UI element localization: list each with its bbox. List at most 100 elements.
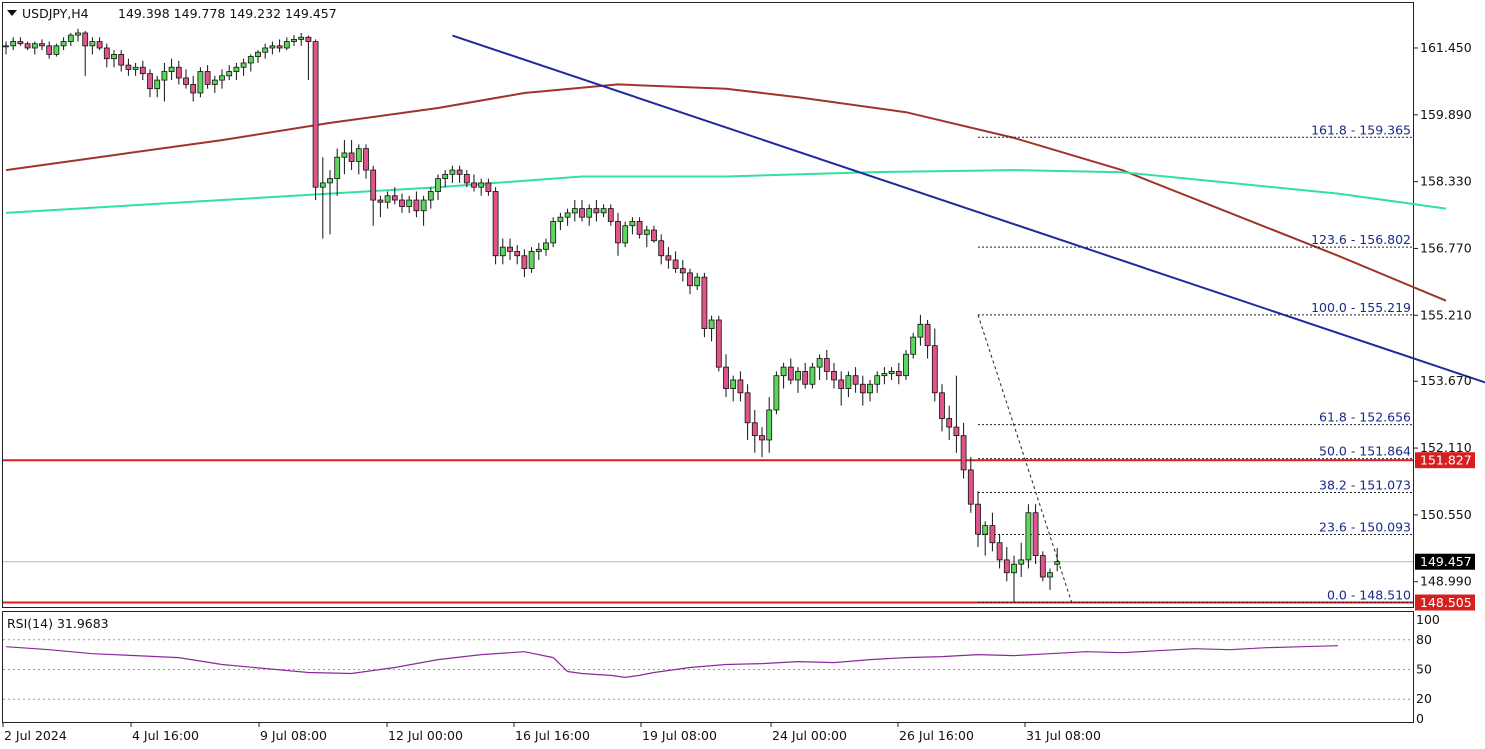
fib-level-label: 50.0 - 151.864 <box>1319 444 1411 459</box>
bearish-candle <box>118 54 125 66</box>
price-tick-label: 159.890 <box>1420 107 1472 122</box>
trendline-layer[interactable] <box>452 34 1485 468</box>
bullish-candle <box>406 199 413 207</box>
bearish-candle <box>391 195 398 201</box>
price-tick-label: 158.330 <box>1420 174 1472 189</box>
bullish-candle <box>809 366 816 385</box>
bullish-candle <box>269 45 276 49</box>
fibonacci-levels: 161.8 - 159.365 123.6 - 156.802 100.0 - 15… <box>977 122 1413 603</box>
time-tick-label: 4 Jul 16:00 <box>132 728 199 743</box>
current-price-tag-bg <box>1415 553 1475 570</box>
moving-averages <box>5 83 1447 302</box>
support-price-tag-bg <box>1415 594 1475 611</box>
bullish-candle <box>161 71 168 81</box>
price-tick-label: 152.110 <box>1420 440 1472 455</box>
bullish-candle <box>1018 559 1025 565</box>
bullish-candle <box>60 41 67 47</box>
fib-level-label: 61.8 - 152.656 <box>1319 410 1411 425</box>
current-price-tag: 149.457 <box>1420 554 1472 569</box>
time-axis: 2 Jul 2024 4 Jul 16:00 9 Jul 08:00 12 Jul 0… <box>2 722 1101 743</box>
bullish-candle <box>730 379 737 389</box>
bullish-candle <box>694 276 701 287</box>
bullish-candle <box>528 251 535 269</box>
bullish-candle <box>132 66 139 70</box>
bullish-candle <box>1011 563 1017 574</box>
fib-level-label: 123.6 - 156.802 <box>1311 232 1411 247</box>
bullish-candle <box>75 32 81 36</box>
bearish-candle <box>370 169 377 201</box>
rsi-label: RSI(14) 31.9683 <box>7 616 109 631</box>
bearish-candle <box>125 64 132 70</box>
bearish-candle <box>96 41 103 49</box>
bearish-candle <box>823 358 830 372</box>
bullish-candle <box>564 212 571 218</box>
time-tick-label: 26 Jul 16:00 <box>899 728 974 743</box>
bullish-candle <box>427 191 434 201</box>
bearish-candle <box>723 366 729 389</box>
bullish-candle <box>67 34 74 42</box>
bearish-candle <box>715 319 722 368</box>
price-tick-label: 156.770 <box>1420 240 1472 255</box>
symbol-label: USDJPY,H4 <box>22 6 89 21</box>
bullish-candle <box>571 208 578 214</box>
price-tick-label: 161.450 <box>1420 40 1472 55</box>
bearish-candle <box>701 276 708 329</box>
bullish-candle <box>867 383 873 394</box>
bearish-candle <box>39 43 45 47</box>
bearish-candle <box>456 169 463 175</box>
bullish-candle <box>557 216 564 222</box>
bullish-candle <box>233 66 240 72</box>
bearish-candle <box>276 45 283 49</box>
bearish-candle <box>989 525 996 544</box>
bearish-candle <box>413 199 420 212</box>
bullish-candle <box>903 353 909 377</box>
bearish-candle <box>831 370 837 381</box>
bearish-candle <box>759 435 765 441</box>
bullish-candle <box>219 75 225 81</box>
bearish-candle <box>931 345 938 394</box>
price-tick-label: 148.990 <box>1420 574 1472 589</box>
bearish-candle <box>175 66 182 79</box>
bearish-trendline[interactable] <box>452 34 1485 468</box>
bullish-candle <box>543 242 549 250</box>
time-tick-label: 2 Jul 2024 <box>4 728 67 743</box>
price-tags: 149.457 151.827 148.505 <box>1415 452 1475 611</box>
bearish-candle <box>636 221 643 235</box>
bullish-candle <box>240 62 247 68</box>
bearish-candle <box>463 173 470 184</box>
bearish-candle <box>852 375 859 385</box>
fib-level-label: 38.2 - 151.073 <box>1319 477 1411 492</box>
bullish-candle <box>1054 561 1061 565</box>
bullish-candle <box>600 208 607 214</box>
bullish-candle <box>795 370 801 381</box>
bullish-candle <box>845 375 852 389</box>
bullish-candle <box>247 56 254 64</box>
bullish-candle <box>197 71 204 94</box>
candles <box>3 28 1061 603</box>
bearish-candle <box>363 148 369 171</box>
bearish-candle <box>658 240 665 257</box>
bullish-candle <box>1025 512 1032 561</box>
bullish-candle <box>708 319 715 329</box>
support-price-tag: 148.505 <box>1420 595 1472 610</box>
bearish-candle <box>579 208 585 218</box>
bullish-candle <box>31 43 38 49</box>
bearish-candle <box>377 199 384 203</box>
bearish-candle <box>802 370 809 385</box>
time-tick-label: 9 Jul 08:00 <box>260 728 327 743</box>
bearish-candle <box>24 43 31 49</box>
time-tick-label: 19 Jul 08:00 <box>642 728 717 743</box>
bullish-candle <box>283 41 290 49</box>
price-tick-label: 150.550 <box>1420 507 1472 522</box>
bullish-candle <box>535 248 542 252</box>
symbol-menu-icon[interactable] <box>7 10 17 16</box>
price-tick-label: 155.210 <box>1420 307 1472 322</box>
bullish-candle <box>255 51 261 57</box>
bullish-candle <box>449 169 456 175</box>
ohlc-readout: 149.398 149.778 149.232 149.457 <box>118 6 337 21</box>
bearish-candle <box>139 66 146 75</box>
bullish-candle <box>355 148 362 162</box>
bearish-candle <box>507 246 513 252</box>
time-tick-label: 24 Jul 00:00 <box>772 728 847 743</box>
